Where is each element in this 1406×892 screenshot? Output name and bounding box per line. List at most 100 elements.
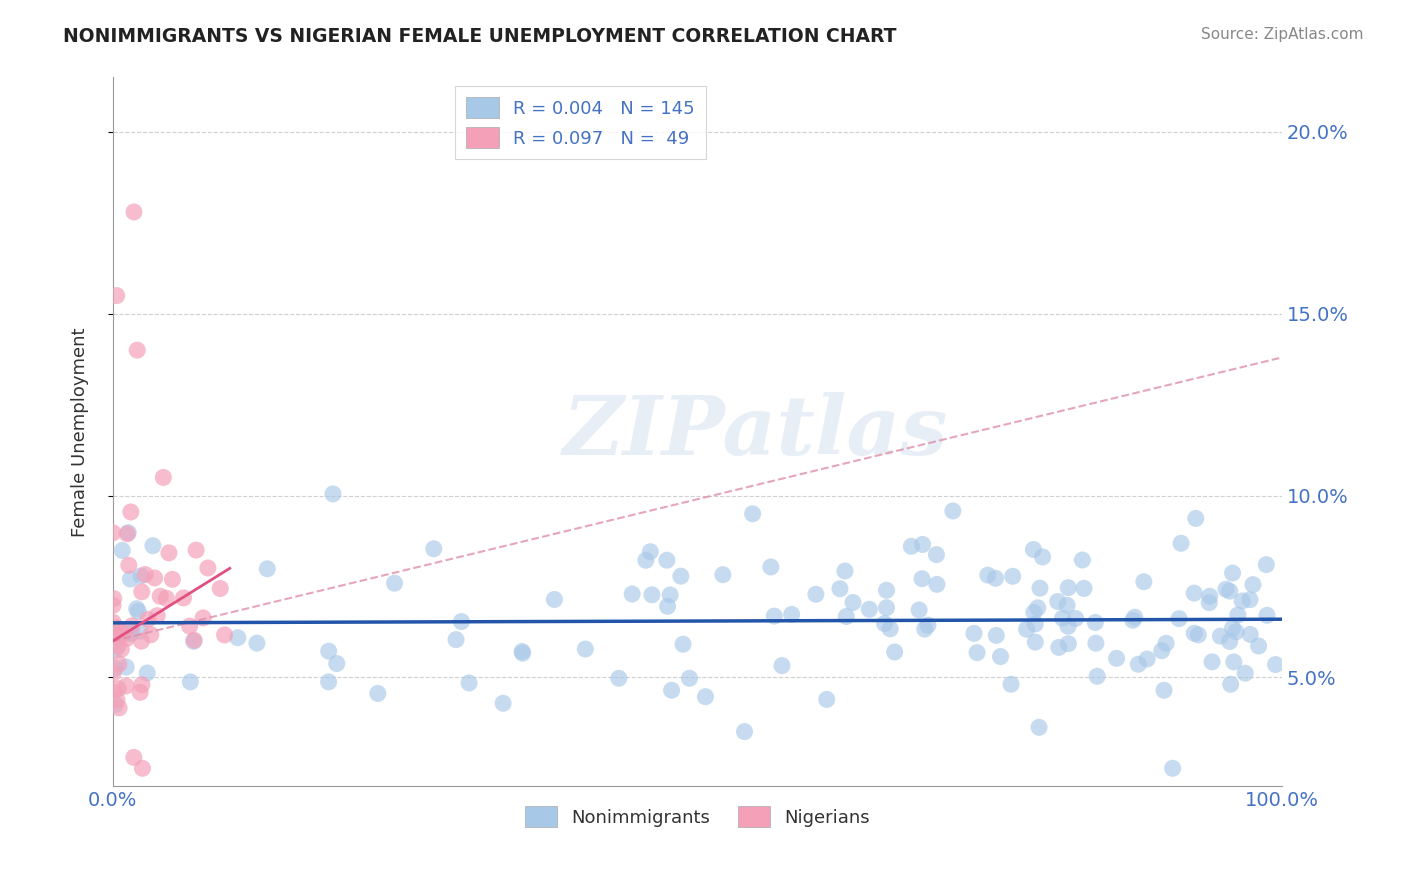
Point [1198, 596, 1220, 610]
Point [108, 701, 131, 715]
Point [1187, 628, 1209, 642]
Point [104, 698, 127, 712]
Point [157, 546, 180, 560]
Point [1241, 577, 1264, 591]
Point [512, 646, 534, 660]
Point [1057, 637, 1080, 651]
Point [246, 636, 269, 650]
Point [122, 205, 145, 219]
Point [179, 674, 201, 689]
Point [110, 642, 132, 657]
Point [111, 625, 134, 640]
Point [326, 657, 349, 671]
Point [914, 622, 936, 636]
Point [129, 569, 152, 583]
Point [1028, 720, 1050, 734]
Point [1247, 639, 1270, 653]
Point [105, 693, 128, 707]
Point [1219, 584, 1241, 599]
Point [1161, 761, 1184, 775]
Point [492, 696, 515, 710]
Point [318, 644, 340, 658]
Point [103, 685, 125, 699]
Point [143, 571, 166, 585]
Point [1222, 621, 1244, 635]
Point [1057, 619, 1080, 633]
Point [695, 690, 717, 704]
Point [842, 595, 865, 609]
Point [191, 611, 214, 625]
Point [659, 588, 682, 602]
Point [384, 576, 406, 591]
Point [1198, 589, 1220, 603]
Point [657, 599, 679, 614]
Point [118, 558, 141, 573]
Point [115, 660, 138, 674]
Point [107, 640, 129, 654]
Point [828, 582, 851, 596]
Point [131, 761, 153, 775]
Point [103, 666, 125, 681]
Point [621, 587, 644, 601]
Point [1122, 613, 1144, 627]
Point [780, 607, 803, 622]
Point [925, 548, 948, 562]
Point [1239, 627, 1261, 641]
Point [101, 525, 124, 540]
Point [1215, 582, 1237, 597]
Point [1024, 635, 1046, 649]
Point [108, 657, 131, 671]
Point [1219, 634, 1241, 648]
Point [1223, 655, 1246, 669]
Point [134, 567, 156, 582]
Point [117, 526, 139, 541]
Point [104, 661, 127, 675]
Point [107, 681, 129, 696]
Point [131, 584, 153, 599]
Point [1000, 677, 1022, 691]
Text: NONIMMIGRANTS VS NIGERIAN FEMALE UNEMPLOYMENT CORRELATION CHART: NONIMMIGRANTS VS NIGERIAN FEMALE UNEMPLO… [63, 27, 897, 45]
Point [1073, 582, 1095, 596]
Point [101, 615, 124, 629]
Point [917, 618, 939, 632]
Point [669, 569, 692, 583]
Point [1064, 611, 1087, 625]
Point [183, 633, 205, 648]
Point [1222, 566, 1244, 580]
Point [655, 553, 678, 567]
Point [1084, 636, 1107, 650]
Point [1170, 536, 1192, 550]
Point [173, 591, 195, 605]
Point [179, 619, 201, 633]
Point [900, 539, 922, 553]
Point [1071, 553, 1094, 567]
Point [1225, 624, 1247, 639]
Point [543, 592, 565, 607]
Point [136, 666, 159, 681]
Point [1029, 581, 1052, 595]
Y-axis label: Female Unemployment: Female Unemployment [72, 327, 89, 537]
Point [1056, 599, 1078, 613]
Point [1168, 612, 1191, 626]
Point [1024, 617, 1046, 632]
Point [103, 591, 125, 606]
Point [990, 649, 1012, 664]
Point [986, 628, 1008, 642]
Point [641, 588, 664, 602]
Point [815, 692, 838, 706]
Text: ZIPatlas: ZIPatlas [564, 392, 949, 472]
Point [1256, 558, 1278, 572]
Point [458, 676, 481, 690]
Point [155, 591, 177, 606]
Point [120, 572, 142, 586]
Point [197, 561, 219, 575]
Point [129, 624, 152, 639]
Point [318, 674, 340, 689]
Point [214, 628, 236, 642]
Point [1057, 581, 1080, 595]
Point [678, 671, 700, 685]
Point [1184, 511, 1206, 525]
Point [136, 612, 159, 626]
Point [103, 628, 125, 642]
Point [879, 622, 901, 636]
